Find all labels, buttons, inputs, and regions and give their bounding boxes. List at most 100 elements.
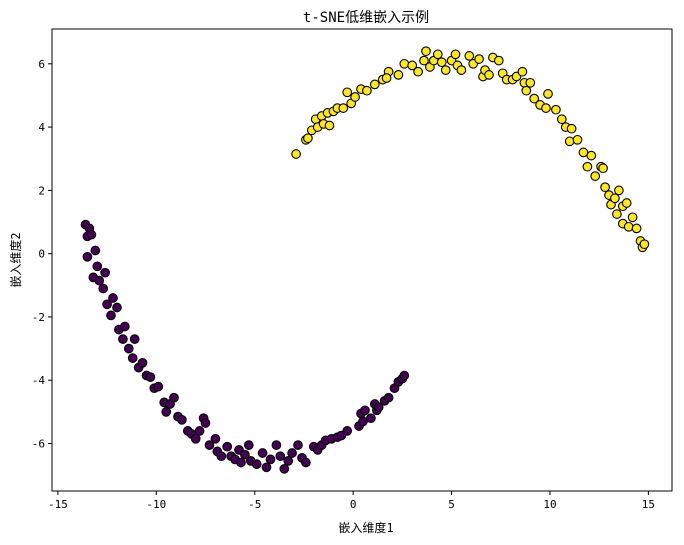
data-point-series1 [200, 418, 211, 428]
data-point-series1 [283, 456, 294, 466]
data-point-series1 [275, 451, 286, 462]
data-point-series2 [484, 70, 494, 80]
data-point-series2 [623, 221, 634, 232]
data-point-series2 [556, 114, 567, 125]
data-point-series2 [517, 66, 528, 77]
data-point-series2 [381, 73, 392, 83]
data-point-series2 [362, 85, 372, 96]
x-tick-label: 10 [543, 498, 556, 511]
data-point-series1 [153, 381, 164, 392]
data-point-series2 [291, 149, 301, 159]
data-point-series1 [118, 334, 128, 344]
data-point-series1 [100, 267, 110, 278]
data-point-series2 [598, 163, 608, 174]
data-point-series2 [543, 89, 553, 99]
data-point-series1 [383, 392, 394, 403]
data-point-series2 [582, 161, 593, 172]
data-point-series2 [590, 171, 601, 181]
data-point-series1 [119, 321, 130, 332]
data-point-series1 [86, 229, 97, 240]
data-point-series2 [369, 79, 380, 90]
data-point-series1 [94, 275, 105, 286]
data-point-series1 [137, 357, 148, 368]
data-point-series2 [566, 123, 577, 134]
x-tick-label: 5 [448, 498, 455, 511]
data-point-series2 [474, 54, 484, 64]
data-point-series2 [303, 133, 313, 144]
data-point-series1 [90, 245, 101, 256]
x-tick-label: 15 [642, 498, 655, 511]
data-point-series1 [112, 302, 122, 313]
data-point-series1 [177, 414, 187, 425]
data-point-series1 [106, 310, 116, 321]
y-axis: -6 -4 -2 0 2 4 6 [32, 58, 52, 451]
data-point-series2 [493, 55, 504, 66]
data-point-series2 [413, 66, 423, 77]
data-point-series1 [102, 299, 112, 310]
data-point-series2 [610, 193, 620, 204]
data-point-series2 [456, 65, 467, 75]
data-point-series2 [350, 92, 360, 102]
data-point-series1 [243, 440, 254, 450]
y-tick-label: 6 [38, 58, 45, 71]
y-axis-title: 嵌入维度2 [8, 232, 23, 287]
data-point-series2 [614, 185, 624, 196]
data-point-series1 [127, 353, 138, 363]
data-point-series1 [129, 334, 140, 344]
y-tick-label: -2 [32, 311, 45, 324]
data-point-series2 [639, 239, 650, 250]
x-tick-label: -5 [248, 498, 261, 511]
data-point-series1 [342, 426, 353, 436]
data-point-series2 [529, 93, 540, 104]
y-tick-label: -6 [32, 438, 45, 451]
data-point-series1 [194, 426, 205, 436]
data-point-series1 [399, 370, 410, 381]
data-point-series2 [564, 136, 575, 147]
data-point-series2 [419, 55, 429, 66]
data-point-series2 [324, 120, 335, 131]
data-point-series1 [108, 293, 118, 303]
data-point-series1 [301, 457, 311, 468]
data-point-series2 [551, 104, 561, 115]
data-point-series1 [216, 451, 227, 462]
y-tick-label: 0 [38, 248, 45, 261]
data-point-series2 [627, 212, 638, 223]
data-point-series2 [521, 85, 532, 96]
x-tick-label: -10 [146, 498, 166, 511]
data-point-series1 [287, 448, 297, 458]
data-point-series1 [169, 392, 179, 403]
data-point-series1 [271, 440, 282, 450]
data-point-series1 [98, 283, 109, 294]
x-tick-label: -15 [48, 498, 68, 511]
data-point-series1 [358, 416, 368, 427]
data-point-series2 [338, 103, 349, 113]
data-point-series2 [612, 209, 622, 219]
data-point-series1 [293, 440, 303, 450]
data-point-series2 [578, 147, 589, 158]
data-point-series2 [541, 103, 551, 113]
data-point-series2 [525, 77, 536, 88]
data-point-series2 [572, 134, 583, 145]
data-point-series2 [342, 87, 353, 98]
data-point-series2 [440, 65, 451, 75]
data-point-series2 [600, 182, 610, 193]
data-point-series1 [373, 402, 384, 412]
y-tick-label: 4 [38, 121, 45, 134]
data-point-series2 [450, 49, 461, 60]
data-point-series1 [360, 405, 370, 416]
plot-frame [51, 28, 673, 492]
data-point-series2 [631, 223, 642, 234]
data-point-series2 [407, 60, 418, 71]
x-axis-title: 嵌入维度1 [338, 520, 393, 535]
data-point-series2 [621, 198, 632, 208]
y-tick-label: -4 [32, 374, 46, 387]
data-point-series2 [586, 150, 597, 161]
data-point-series2 [421, 46, 431, 57]
data-point-series2 [464, 51, 475, 61]
points-layer [80, 46, 650, 474]
data-point-series1 [265, 454, 276, 465]
data-point-series2 [399, 58, 410, 69]
data-point-series1 [92, 261, 103, 272]
x-tick-label: 0 [350, 498, 357, 511]
